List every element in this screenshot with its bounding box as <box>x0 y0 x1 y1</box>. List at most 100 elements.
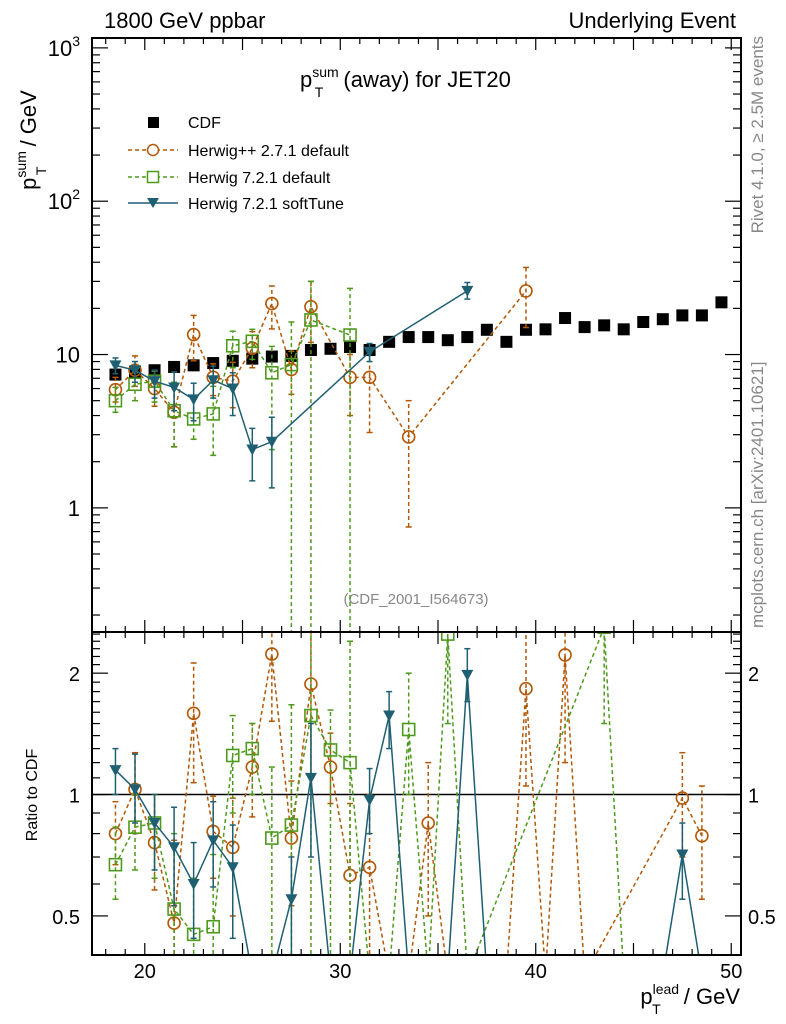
ratio-y-tick-label-right: 1 <box>748 786 759 808</box>
mcplots-label: mcplots.cern.ch [arXiv:2401.10621] <box>748 362 767 628</box>
ratio-point-herwig-7-2-1-softtune <box>109 765 122 777</box>
ratio-point-herwig-7-2-1-softtune <box>187 878 200 890</box>
ratio-point-herwig-7-2-1-default <box>343 755 357 770</box>
xlabel-sup: lead <box>653 981 679 997</box>
ratio-series-group <box>92 632 741 981</box>
main-point-herwig-7-2-1-softtune <box>246 444 259 456</box>
main-point-herwig-7-2-1-softtune <box>461 285 474 297</box>
title-sub: T <box>315 84 324 100</box>
ylabel-rest: / GeV <box>16 90 41 153</box>
ratio-point-herwig-2-7-1-default <box>579 969 591 981</box>
main-point-cdf <box>598 319 611 332</box>
legend-item-herwigpp: Herwig++ 2.7.1 default <box>128 143 350 160</box>
x-tick-label: 20 <box>134 961 156 983</box>
ratio-point-herwig-7-2-1-softtune <box>363 794 376 806</box>
main-point-herwig-2-7-1-default <box>519 284 533 298</box>
main-point-herwig-2-7-1-default <box>304 299 318 314</box>
main-series-herwig-7-2-1-default <box>108 280 357 632</box>
ratio-point-herwig-7-2-1-default <box>383 969 395 981</box>
ratio-point-herwig-7-2-1-softtune <box>696 970 708 981</box>
main-point-cdf <box>715 296 728 309</box>
ratio-point-herwig-2-7-1-default <box>695 829 709 843</box>
ratio-point-herwig-7-2-1-softtune <box>226 862 239 874</box>
ratio-series-herwig-7-2-1-softtune <box>109 647 708 981</box>
analysis-id-annotation: (CDF_2001_I564673) <box>343 591 488 608</box>
main-point-herwig-2-7-1-default <box>265 296 279 311</box>
main-series-herwig-7-2-1-softtune <box>109 281 474 489</box>
main-series-group <box>108 266 728 632</box>
ratio-point-herwig-7-2-1-default <box>225 748 240 763</box>
ratio-point-herwig-7-2-1-default <box>108 857 123 872</box>
main-point-cdf <box>656 313 669 326</box>
ratio-point-herwig-7-2-1-default <box>265 831 279 845</box>
ratio-point-herwig-7-2-1-softtune <box>676 849 689 861</box>
ratio-point-herwig-2-7-1-default <box>362 860 377 875</box>
legend-label-herwig7-default: Herwig 7.2.1 default <box>188 170 331 187</box>
main-point-herwig-7-2-1-default <box>245 334 260 349</box>
ratio-point-herwig-7-2-1-default <box>364 969 376 981</box>
ratio-point-herwig-7-2-1-softtune <box>481 970 493 981</box>
ratio-y-tick-label-left: 0.5 <box>52 907 80 929</box>
legend-label-herwig7-softtune: Herwig 7.2.1 softTune <box>188 196 344 213</box>
ratio-y-tick-label-left: 2 <box>69 664 80 686</box>
main-point-herwig-7-2-1-default <box>343 328 357 342</box>
ratio-point-herwig-2-7-1-default <box>558 648 572 662</box>
main-point-cdf <box>168 360 181 373</box>
xlabel-p: p <box>640 984 652 1009</box>
main-point-herwig-7-2-1-softtune <box>363 346 376 358</box>
ratio-point-herwig-7-2-1-softtune <box>129 784 142 796</box>
main-point-herwig-7-2-1-default <box>304 313 318 327</box>
main-series-cdf <box>109 296 728 381</box>
main-point-cdf <box>480 323 493 336</box>
ratio-point-herwig-7-2-1-softtune <box>304 772 317 784</box>
main-point-cdf <box>402 331 415 344</box>
ratio-point-herwig-2-7-1-default <box>383 969 395 981</box>
legend-item-cdf: CDF <box>148 115 221 132</box>
main-point-herwig-7-2-1-softtune <box>168 382 181 394</box>
tick-exponent: 3 <box>72 33 80 49</box>
ratio-point-herwig-2-7-1-default <box>500 969 512 981</box>
main-point-cdf <box>695 309 708 322</box>
main-point-herwig-7-2-1-default <box>284 357 299 372</box>
ratio-y-axis-label: Ratio to CDF <box>24 749 41 842</box>
main-point-cdf <box>559 312 572 325</box>
main-point-herwig-7-2-1-softtune <box>226 383 239 395</box>
xlabel-rest: / GeV <box>678 984 741 1009</box>
ratio-point-herwig-7-2-1-default <box>284 818 299 832</box>
ylabel-sub: T <box>33 166 49 175</box>
main-point-cdf <box>539 323 552 336</box>
legend-label-herwigpp: Herwig++ 2.7.1 default <box>188 143 350 160</box>
ratio-point-herwig-7-2-1-softtune <box>403 970 415 981</box>
ratio-point-herwig-2-7-1-default <box>461 969 473 981</box>
main-point-herwig-2-7-1-default <box>362 370 377 385</box>
ratio-point-herwig-2-7-1-default <box>442 969 454 981</box>
main-point-herwig-7-2-1-softtune <box>129 365 142 377</box>
ratio-point-herwig-7-2-1-default <box>245 741 260 756</box>
ylabel-p: p <box>16 178 41 190</box>
ratio-point-herwig-2-7-1-default <box>421 816 436 830</box>
ratio-point-herwig-7-2-1-softtune <box>207 835 220 847</box>
ratio-point-herwig-7-2-1-default <box>461 969 473 981</box>
legend-marker-herwig7-softtune <box>147 198 159 208</box>
main-point-herwig-7-2-1-softtune <box>148 376 161 388</box>
legend: CDF Herwig++ 2.7.1 default Herwig 7.2.1 … <box>128 115 350 213</box>
main-y-tick-label: 1 <box>68 496 80 521</box>
ratio-y-tick-label-left: 1 <box>69 786 80 808</box>
main-y-tick-label: 103 <box>48 33 80 61</box>
main-point-cdf <box>422 331 435 344</box>
legend-item-herwig7-softtune: Herwig 7.2.1 softTune <box>128 196 344 213</box>
main-point-cdf <box>500 335 513 348</box>
title-sup: sum <box>312 64 338 80</box>
ratio-point-herwig-2-7-1-default <box>403 969 415 981</box>
main-point-herwig-2-7-1-default <box>186 327 201 342</box>
main-point-cdf <box>383 335 396 348</box>
main-point-herwig-7-2-1-softtune <box>265 436 278 448</box>
ratio-y-tick-label-right: 0.5 <box>748 907 776 929</box>
tick-base: 10 <box>48 189 72 214</box>
tick-base: 10 <box>48 36 72 61</box>
main-point-cdf <box>187 359 200 372</box>
ratio-point-herwig-2-7-1-default <box>265 647 279 661</box>
ratio-point-herwig-7-2-1-default <box>597 632 611 635</box>
ratio-y-tick-label-right: 2 <box>748 664 759 686</box>
